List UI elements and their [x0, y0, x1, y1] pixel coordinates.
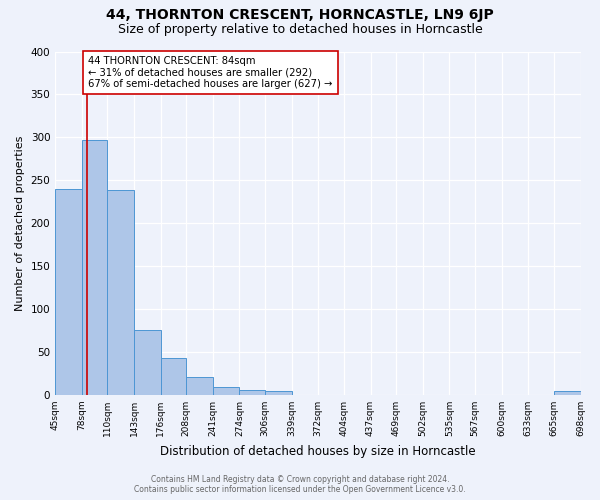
Bar	[107, 190, 134, 395]
Bar	[55, 189, 82, 395]
Bar	[161, 358, 186, 395]
Text: 44 THORNTON CRESCENT: 84sqm
← 31% of detached houses are smaller (292)
67% of se: 44 THORNTON CRESCENT: 84sqm ← 31% of det…	[88, 56, 332, 89]
Bar	[213, 387, 239, 395]
Text: Contains HM Land Registry data © Crown copyright and database right 2024.
Contai: Contains HM Land Registry data © Crown c…	[134, 474, 466, 494]
Y-axis label: Number of detached properties: Number of detached properties	[15, 136, 25, 311]
Bar	[82, 140, 107, 395]
Bar	[265, 390, 292, 395]
Bar	[239, 390, 265, 395]
Bar	[554, 392, 581, 395]
X-axis label: Distribution of detached houses by size in Horncastle: Distribution of detached houses by size …	[160, 444, 476, 458]
Text: Size of property relative to detached houses in Horncastle: Size of property relative to detached ho…	[118, 22, 482, 36]
Text: 44, THORNTON CRESCENT, HORNCASTLE, LN9 6JP: 44, THORNTON CRESCENT, HORNCASTLE, LN9 6…	[106, 8, 494, 22]
Bar	[134, 330, 161, 395]
Bar	[186, 377, 213, 395]
